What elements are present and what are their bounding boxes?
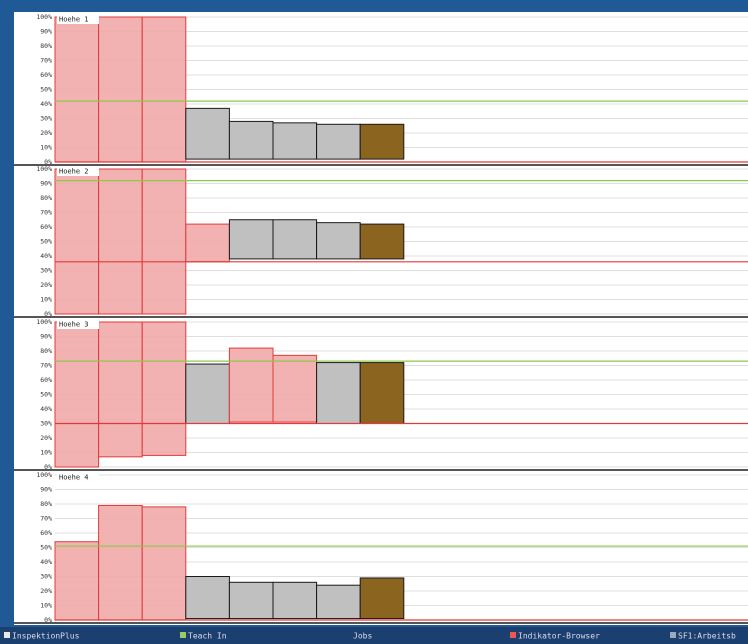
bar: [272, 581, 318, 620]
y-tick-label: 10%: [40, 449, 52, 457]
y-tick-label: 100%: [36, 165, 52, 173]
bar: [98, 16, 143, 163]
y-tick-label: 20%: [40, 281, 52, 289]
taskbar-item: InspektionPlus: [12, 632, 80, 641]
y-tick-label: 70%: [40, 57, 52, 65]
bar: [359, 577, 405, 620]
panel-label: Hoehe 3: [59, 321, 89, 329]
taskbar-item: SF1:Arbeitsb: [678, 632, 736, 641]
y-tick-label: 90%: [40, 333, 52, 341]
y-tick-label: 10%: [40, 144, 52, 152]
bar: [54, 168, 100, 315]
taskbar-icon: [670, 632, 676, 638]
y-tick-label: 0%: [44, 616, 52, 624]
bar: [54, 541, 100, 621]
bar: [359, 223, 405, 260]
taskbar-item: Indikator-Browser: [518, 632, 600, 641]
bar: [228, 120, 274, 160]
bar: [141, 16, 187, 163]
bar: [98, 504, 143, 621]
y-tick-label: 50%: [40, 86, 52, 94]
bar: [141, 506, 187, 621]
y-tick-label: 0%: [44, 158, 52, 166]
y-tick-label: 60%: [40, 71, 52, 79]
y-tick-label: 40%: [40, 252, 52, 260]
y-tick-label: 50%: [40, 544, 52, 552]
y-tick-label: 80%: [40, 500, 52, 508]
y-tick-label: 90%: [40, 486, 52, 494]
y-tick-label: 60%: [40, 529, 52, 537]
panel-label: Hoehe 2: [59, 168, 89, 176]
y-tick-label: 10%: [40, 602, 52, 610]
y-tick-label: 60%: [40, 376, 52, 384]
y-tick-label: 80%: [40, 42, 52, 50]
taskbar-icon: [510, 632, 516, 638]
panel-label: Hoehe 1: [59, 16, 89, 24]
y-tick-label: 60%: [40, 223, 52, 231]
y-tick-label: 80%: [40, 347, 52, 355]
bar: [359, 123, 405, 160]
bar: [141, 168, 187, 315]
panel-label-box: [57, 473, 99, 482]
y-tick-label: 30%: [40, 420, 52, 428]
y-tick-label: 100%: [36, 318, 52, 326]
y-tick-label: 30%: [40, 267, 52, 275]
panel-label-box: [57, 167, 99, 176]
bar: [228, 581, 274, 620]
y-tick-label: 90%: [40, 28, 52, 36]
bar: [316, 584, 361, 620]
bar: [98, 168, 143, 315]
bar: [272, 122, 318, 160]
panel-label-box: [57, 320, 99, 329]
y-tick-label: 100%: [36, 13, 52, 21]
y-tick-label: 50%: [40, 391, 52, 399]
y-tick-label: 70%: [40, 515, 52, 523]
y-tick-label: 100%: [36, 471, 52, 479]
bar: [272, 219, 318, 260]
y-tick-label: 10%: [40, 296, 52, 304]
taskbar-icon: [4, 632, 10, 638]
bar: [98, 321, 143, 458]
bar: [316, 222, 361, 260]
taskbar-item: Jobs: [353, 632, 372, 641]
bar: [185, 223, 230, 263]
taskbar: [0, 627, 748, 644]
bar: [185, 363, 230, 424]
y-tick-label: 70%: [40, 209, 52, 217]
y-tick-label: 20%: [40, 587, 52, 595]
y-tick-label: 0%: [44, 310, 52, 318]
y-tick-label: 20%: [40, 129, 52, 137]
y-tick-label: 30%: [40, 115, 52, 123]
taskbar-item: Teach In: [188, 632, 227, 641]
y-tick-label: 40%: [40, 558, 52, 566]
bar: [54, 16, 100, 163]
bar: [359, 362, 405, 425]
y-tick-label: 40%: [40, 100, 52, 108]
bar: [54, 321, 100, 468]
panel-label-box: [57, 15, 99, 24]
y-tick-label: 0%: [44, 463, 52, 471]
y-tick-label: 40%: [40, 405, 52, 413]
taskbar-icon: [180, 632, 186, 638]
bar: [316, 362, 361, 425]
panel-label: Hoehe 4: [59, 474, 89, 482]
y-tick-label: 90%: [40, 180, 52, 188]
y-tick-label: 30%: [40, 573, 52, 581]
y-tick-label: 80%: [40, 194, 52, 202]
bar: [316, 123, 361, 160]
y-tick-label: 20%: [40, 434, 52, 442]
y-tick-label: 50%: [40, 238, 52, 246]
bar: [185, 576, 230, 620]
bar: [141, 321, 187, 456]
bar: [185, 107, 230, 160]
bar: [228, 219, 274, 260]
y-tick-label: 70%: [40, 362, 52, 370]
bar: [228, 347, 274, 423]
bar: [272, 354, 318, 423]
